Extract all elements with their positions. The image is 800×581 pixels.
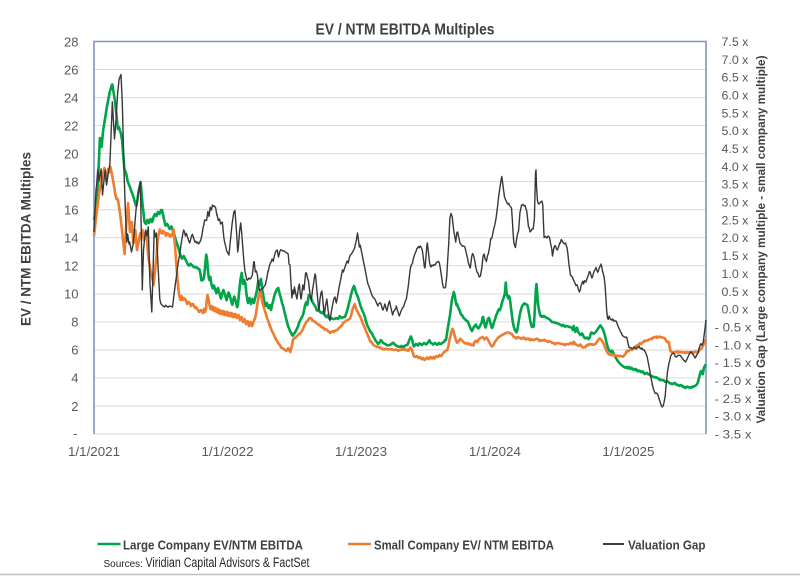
svg-text:Valuation Gap: Valuation Gap: [628, 538, 706, 553]
svg-text:28: 28: [64, 34, 78, 49]
svg-text:Large Company EV/NTM EBITDA: Large Company EV/NTM EBITDA: [123, 538, 304, 553]
svg-text:0.0 x: 0.0 x: [722, 303, 750, 317]
svg-text:6.0 x: 6.0 x: [722, 89, 750, 103]
svg-text:2: 2: [71, 399, 78, 414]
svg-text:10: 10: [64, 287, 78, 302]
svg-text:2.0 x: 2.0 x: [722, 231, 750, 245]
svg-text:18: 18: [64, 175, 78, 190]
svg-text:6.5 x: 6.5 x: [722, 71, 750, 85]
svg-text:EV / NTM EBITDA Multiples: EV / NTM EBITDA Multiples: [316, 22, 495, 39]
svg-text:3.0 x: 3.0 x: [722, 196, 750, 210]
svg-text:20: 20: [64, 146, 78, 161]
svg-text:3.5 x: 3.5 x: [722, 178, 750, 192]
svg-text:4.5 x: 4.5 x: [722, 142, 750, 156]
svg-text:1.0 x: 1.0 x: [722, 267, 750, 281]
svg-text:1/1/2025: 1/1/2025: [602, 444, 654, 459]
svg-text:1/1/2024: 1/1/2024: [469, 444, 521, 459]
svg-text:- 3.0 x: - 3.0 x: [715, 410, 753, 424]
svg-text:- 3.5 x: - 3.5 x: [715, 428, 753, 442]
svg-text:4.0 x: 4.0 x: [722, 160, 750, 174]
svg-text:8: 8: [71, 315, 78, 330]
svg-text:26: 26: [64, 62, 78, 77]
svg-text:12: 12: [64, 259, 78, 274]
svg-text:1/1/2021: 1/1/2021: [68, 444, 120, 459]
svg-text:5.5 x: 5.5 x: [722, 106, 750, 120]
svg-text:- 2.5 x: - 2.5 x: [715, 392, 753, 406]
svg-text:-: -: [73, 426, 77, 441]
svg-text:14: 14: [64, 231, 78, 246]
svg-text:1/1/2023: 1/1/2023: [335, 444, 387, 459]
svg-text:Sources:: Sources:: [104, 559, 143, 570]
svg-text:7.5 x: 7.5 x: [722, 35, 750, 49]
svg-text:EV / NTM EBITDA Multiples: EV / NTM EBITDA Multiples: [18, 152, 34, 326]
svg-text:- 2.0 x: - 2.0 x: [715, 374, 753, 388]
svg-text:2.5 x: 2.5 x: [722, 213, 750, 227]
svg-text:1.5 x: 1.5 x: [722, 249, 750, 263]
svg-text:- 0.5 x: - 0.5 x: [715, 321, 753, 335]
svg-text:24: 24: [64, 90, 78, 105]
svg-text:22: 22: [64, 118, 78, 133]
svg-text:6: 6: [71, 343, 78, 358]
svg-text:7.0 x: 7.0 x: [722, 53, 750, 67]
svg-text:Valuation Gap (Large company m: Valuation Gap (Large company multiple - …: [754, 56, 768, 424]
svg-text:Viridian Capital Advisors & Fa: Viridian Capital Advisors & FactSet: [146, 555, 310, 570]
svg-text:5.0 x: 5.0 x: [722, 124, 750, 138]
svg-text:4: 4: [71, 371, 78, 386]
svg-text:1/1/2022: 1/1/2022: [202, 444, 254, 459]
svg-text:0.5 x: 0.5 x: [722, 285, 750, 299]
svg-text:Small Company EV/ NTM EBITDA: Small Company EV/ NTM EBITDA: [374, 538, 555, 553]
svg-text:- 1.5 x: - 1.5 x: [715, 356, 753, 370]
svg-text:- 1.0 x: - 1.0 x: [715, 338, 753, 352]
svg-text:16: 16: [64, 203, 78, 218]
